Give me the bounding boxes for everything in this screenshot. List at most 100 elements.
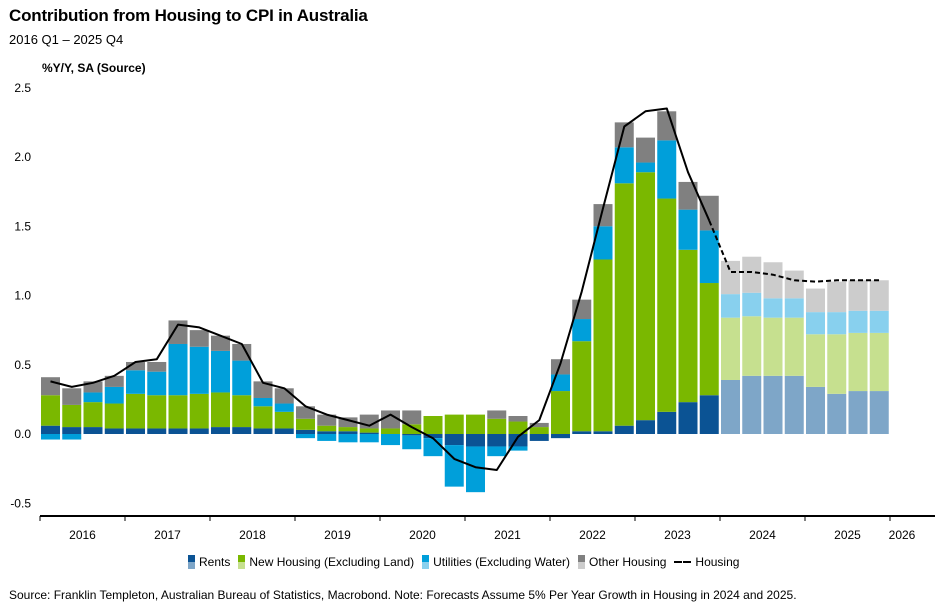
bar-rents [869,391,889,434]
x-tick-label: 2016 [69,528,96,542]
bar-new-housing-excluding-land [359,428,379,433]
bar-other-housing [211,335,230,351]
bar-other-housing [487,410,507,419]
bar-new-housing-excluding-land [487,418,507,434]
bar-new-housing-excluding-land [168,395,188,429]
bar-other-housing [296,406,315,419]
bar-new-housing-excluding-land [806,334,825,387]
bar-other-housing [784,270,804,299]
source-note: Source: Franklin Templeton, Australian B… [9,588,797,602]
bar-rents [614,425,634,434]
bar-other-housing [806,288,825,313]
bar-other-housing [381,410,400,429]
bar-new-housing-excluding-land [848,332,868,392]
bar-rents [62,427,82,434]
legend-item-housing: Housing [674,555,739,569]
bar-rents [636,420,655,434]
y-tick-label: 1.0 [14,289,31,303]
bar-utilities-excluding-water [614,147,634,184]
bar-utilities-excluding-water [402,435,422,450]
bar-other-housing [62,388,82,405]
bar-utilities-excluding-water [62,434,82,440]
bar-utilities-excluding-water [232,360,252,396]
bar-other-housing [253,381,273,398]
legend-item-other-housing: Other Housing [578,555,666,569]
chart-plot: 2.52.01.51.00.50.0-0.5 2016 2017 2018 2019 2… [10,81,935,542]
x-tick-label: 2021 [494,528,521,542]
bar-rents [529,434,549,441]
bar-rents [487,434,507,447]
bar-new-housing-excluding-land [763,317,783,376]
legend-item-new-housing: New Housing (Excluding Land) [238,555,414,569]
bar-new-housing-excluding-land [83,402,103,428]
x-tick-label: 2022 [579,528,606,542]
bar-other-housing [168,320,188,344]
bar-utilities-excluding-water [381,434,400,446]
bar-utilities-excluding-water [83,392,103,403]
bar-rents [232,427,252,434]
bar-rents [699,395,719,434]
bar-other-housing [317,414,337,426]
bar-other-housing [104,375,124,387]
bar-new-housing-excluding-land [678,249,698,403]
y-tick-label: -0.5 [10,496,31,510]
bar-rents [444,434,464,446]
y-tick-label: 0.5 [14,358,31,372]
bar-rents [721,379,740,434]
y-axis-unit-label: %Y/Y, SA (Source) [42,61,146,75]
bar-rents [806,386,825,434]
bar-other-housing [83,381,103,393]
bar-new-housing-excluding-land [126,393,145,429]
bar-new-housing-excluding-land [572,341,592,432]
bar-rents [83,427,103,434]
y-tick-label: 1.5 [14,219,31,233]
bar-utilities-excluding-water [104,386,124,404]
bar-utilities-excluding-water [593,226,613,260]
bar-other-housing [402,410,422,425]
housing-line-layer [50,107,880,471]
bar-new-housing-excluding-land [104,403,124,429]
bar-utilities-excluding-water [742,292,762,317]
legend-label-rents: Rents [199,555,231,569]
bar-rents [551,434,570,439]
bar-new-housing-excluding-land [699,283,719,396]
bar-other-housing [232,343,252,361]
bar-other-housing [147,361,167,372]
bar-utilities-excluding-water [572,319,592,342]
bar-new-housing-excluding-land [402,424,422,434]
x-tick-label: 2025 [834,528,861,542]
x-tick-label: 2017 [154,528,181,542]
bar-stack-group [41,111,889,493]
bar-rents [848,391,868,434]
bar-rents [466,434,485,447]
bar-utilities-excluding-water [147,371,167,396]
bar-utilities-excluding-water [487,446,507,457]
bar-new-housing-excluding-land [869,332,889,392]
bar-rents [338,431,358,434]
bar-other-housing [742,256,762,293]
bar-utilities-excluding-water [423,438,443,457]
bar-rents [253,428,273,434]
bar-other-housing [763,262,783,299]
bar-other-housing [274,388,294,404]
bar-utilities-excluding-water [784,298,804,318]
legend: Rents New Housing (Excluding Land) Utili… [188,555,747,569]
bar-utilities-excluding-water [657,140,677,199]
bar-utilities-excluding-water [41,434,60,440]
bar-new-housing-excluding-land [466,414,485,434]
bar-new-housing-excluding-land [41,395,60,426]
bar-rents [274,428,294,434]
y-tick-label: 2.5 [14,81,31,95]
bar-rents [211,427,230,434]
bar-utilities-excluding-water [466,446,485,493]
y-tick-label: 0.0 [14,427,31,441]
bar-rents [41,425,60,434]
bar-new-housing-excluding-land [508,421,528,434]
bar-new-housing-excluding-land [253,406,273,429]
bar-new-housing-excluding-land [423,416,443,434]
bar-new-housing-excluding-land [721,317,740,380]
legend-item-utilities: Utilities (Excluding Water) [422,555,570,569]
bar-utilities-excluding-water [869,310,889,333]
bar-new-housing-excluding-land [827,334,847,394]
bar-rents [359,432,379,434]
